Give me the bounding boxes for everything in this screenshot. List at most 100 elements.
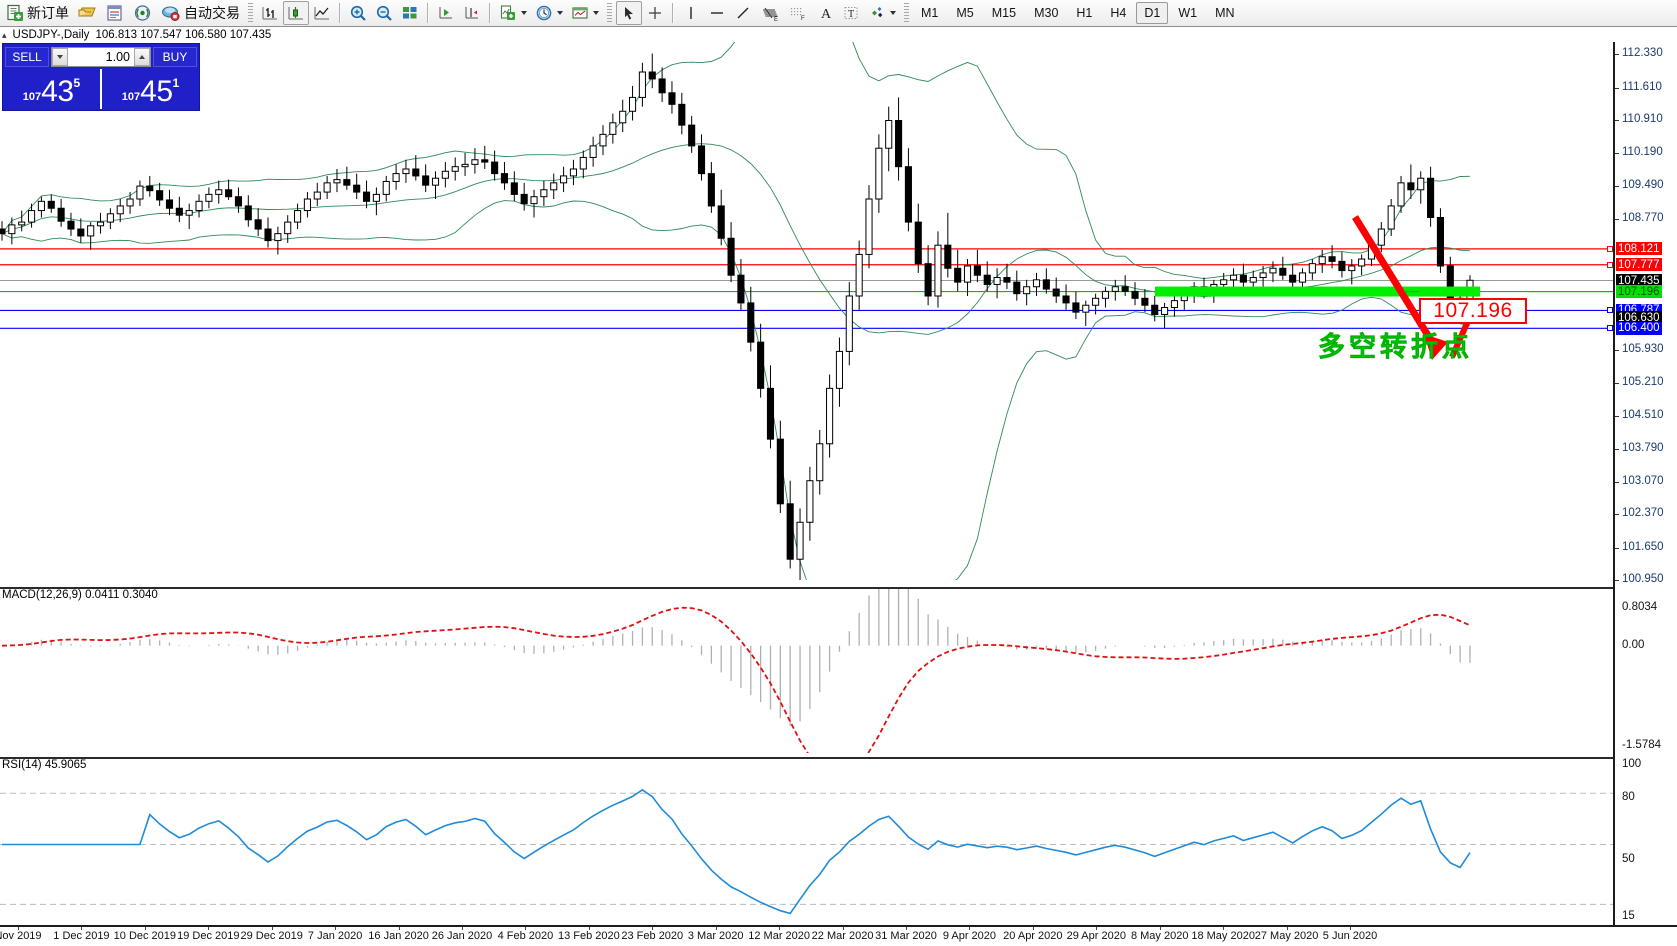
zoom-in-icon	[350, 5, 366, 21]
price-pane[interactable]	[0, 42, 1613, 580]
sell-button[interactable]: SELL	[5, 46, 49, 67]
svg-text:T: T	[848, 9, 854, 20]
rsi-axis-label: 100	[1622, 758, 1642, 770]
date-tick-mark	[1159, 927, 1161, 930]
timeframe-d1[interactable]: D1	[1136, 2, 1169, 24]
chinese-annotation[interactable]: 多空转折点	[1318, 332, 1473, 364]
toolbar-grip-3[interactable]	[904, 3, 909, 23]
date-tick-mark	[1350, 927, 1351, 930]
date-tick-label: 7 Jan 2020	[307, 930, 363, 942]
period-button[interactable]	[531, 1, 567, 25]
order-handle[interactable]	[1607, 245, 1613, 252]
shift-end-button[interactable]	[433, 1, 459, 25]
order-handle[interactable]	[1607, 261, 1613, 268]
autotrading-button[interactable]: 自动交易	[157, 1, 244, 25]
date-tick-label: 22 Mar 2020	[811, 930, 874, 942]
price-level-label-order[interactable]: 106.400	[1616, 321, 1662, 335]
fibo-button[interactable]: E	[756, 1, 784, 25]
volume-decrease-button[interactable]	[52, 47, 68, 66]
bar-chart-button[interactable]	[257, 1, 283, 25]
zoom-out-icon	[376, 5, 392, 21]
price-tick-mark	[1615, 153, 1619, 155]
timeframe-m5[interactable]: M5	[956, 6, 974, 20]
volume-stepper[interactable]: 1.00	[51, 46, 151, 67]
chart-container[interactable]: MACD(12,26,9) 0.0411 0.3040 RSI(14) 45.9…	[0, 42, 1677, 946]
hline-button[interactable]	[704, 1, 730, 25]
toolbar-grip-2[interactable]	[607, 3, 612, 23]
folder-icon	[78, 7, 96, 17]
date-tick-label: 26 Jan 2020	[431, 930, 493, 942]
label-button[interactable]: T	[838, 1, 864, 25]
svg-text:E: E	[774, 17, 778, 22]
signals-button[interactable]	[129, 1, 157, 25]
text-button[interactable]: A	[812, 1, 838, 25]
buy-button[interactable]: BUY	[153, 46, 197, 67]
vline-button[interactable]	[678, 1, 704, 25]
channel-button[interactable]: F	[784, 1, 812, 25]
macd-axis-label: 0.8034	[1622, 601, 1658, 613]
price-level-label-last[interactable]: 107.435	[1616, 274, 1662, 288]
order-handle[interactable]	[1607, 307, 1613, 314]
new-order-label: 新订单	[27, 5, 69, 21]
timeframe-h1[interactable]: H1	[1076, 6, 1093, 20]
zoom-out-button[interactable]	[371, 1, 397, 25]
chevron-down-icon-3[interactable]	[593, 11, 599, 15]
price-tick-mark	[1615, 580, 1619, 581]
date-tick-label: 19 Dec 2019	[177, 930, 240, 942]
price-tick-label: 100.950	[1622, 573, 1664, 585]
candlestick-chart-button[interactable]	[283, 1, 309, 25]
sell-price[interactable]: 107 43 5	[3, 69, 102, 109]
autoscroll-button[interactable]	[459, 1, 485, 25]
cursor-button[interactable]	[616, 1, 642, 25]
volume-value[interactable]: 1.00	[105, 49, 130, 64]
price-tick-mark	[1615, 218, 1619, 220]
price-level-label-order[interactable]: 108.121	[1616, 242, 1662, 256]
crosshair-button[interactable]	[642, 1, 668, 25]
timeframe-m30[interactable]: M30	[1034, 6, 1059, 20]
trendline-button[interactable]	[730, 1, 756, 25]
autotrading-label: 自动交易	[184, 5, 240, 21]
rsi-title: RSI(14) 45.9065	[2, 759, 87, 771]
chart-marker-icon: ▴	[2, 29, 7, 40]
templates-button[interactable]	[567, 1, 603, 25]
timeframe-m1[interactable]: M1	[921, 6, 939, 20]
timeframe-m15[interactable]: M15	[991, 6, 1017, 20]
line-chart-button[interactable]	[309, 1, 335, 25]
order-handle[interactable]	[1607, 325, 1613, 332]
macd-pane[interactable]	[0, 587, 1613, 753]
rsi-pane[interactable]	[0, 757, 1613, 930]
price-level-label-support[interactable]: 107.196	[1616, 285, 1662, 299]
toolbar-separator-3	[489, 3, 491, 23]
toolbar-grip[interactable]	[248, 3, 253, 23]
chevron-down-icon-4[interactable]	[890, 11, 896, 15]
grid-button[interactable]	[397, 1, 423, 25]
zoom-in-button[interactable]	[345, 1, 371, 25]
macd-title: MACD(12,26,9) 0.0411 0.3040	[2, 589, 158, 601]
price-axis[interactable]: 112.330 111.610 110.910 110.190 109.490 108.7…	[1607, 42, 1677, 946]
new-order-button[interactable]: 新订单	[2, 1, 73, 25]
data-window-button[interactable]	[101, 1, 129, 25]
chevron-down-icon-2[interactable]	[557, 11, 563, 15]
volume-increase-button[interactable]	[134, 47, 150, 66]
date-tick-mark	[906, 927, 907, 930]
chevron-down-icon[interactable]	[521, 11, 527, 15]
objects-button[interactable]	[864, 1, 900, 25]
timeframe-w1[interactable]: W1	[1178, 6, 1198, 20]
timeframe-h4[interactable]: H4	[1110, 6, 1127, 20]
date-tick-mark	[208, 927, 210, 930]
new-order-icon	[7, 4, 23, 21]
price-tick-label: 109.490	[1622, 178, 1664, 191]
indicators-button[interactable]	[495, 1, 531, 25]
folder-button[interactable]	[73, 1, 101, 25]
data-window-icon	[107, 5, 122, 21]
date-tick-label: 9 Apr 2020	[942, 930, 997, 942]
date-tick-label: 29 Apr 2020	[1066, 930, 1126, 942]
buy-price[interactable]: 107 45 1	[102, 69, 199, 109]
price-level-label-bid[interactable]: 106.630	[1616, 311, 1662, 325]
price-annotation-box[interactable]: 107.196	[1419, 298, 1527, 324]
shift-end-icon	[439, 7, 452, 19]
date-tick-mark	[18, 927, 19, 930]
timeframe-mn[interactable]: MN	[1215, 6, 1235, 20]
price-level-label-order[interactable]: 107.777	[1616, 258, 1662, 272]
